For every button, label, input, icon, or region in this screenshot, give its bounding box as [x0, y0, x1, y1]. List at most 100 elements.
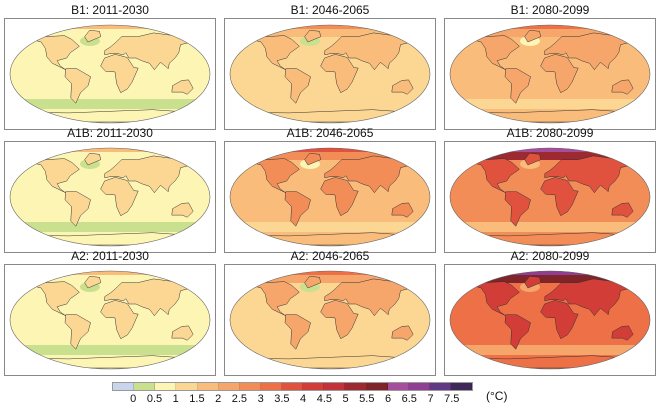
- colorbar-swatch: [451, 383, 473, 390]
- world-map: [229, 24, 431, 124]
- colorbar-tick-label: 2: [215, 393, 222, 405]
- continent-australia: [171, 79, 194, 95]
- colorbar-swatch: [113, 383, 135, 390]
- map-frame: [224, 264, 436, 376]
- continent-africa: [540, 177, 579, 217]
- continent-greenland: [524, 276, 541, 289]
- panel-title: A1B: 2046-2065: [286, 126, 374, 140]
- colorbar: [112, 382, 473, 391]
- continent-greenland: [84, 276, 101, 289]
- colorbar-swatch: [197, 383, 219, 390]
- world-map: [449, 24, 651, 124]
- panel-title: B1: 2011-2030: [71, 3, 149, 17]
- southern-ocean-band: [450, 99, 650, 109]
- colorbar-swatch: [176, 383, 198, 390]
- colorbar-tick-label: 1: [172, 393, 179, 405]
- continent-africa: [100, 54, 139, 94]
- continent-greenland: [84, 153, 101, 166]
- colorbar-tick-label: 6.5: [401, 393, 417, 405]
- arctic-band: [230, 148, 430, 152]
- map-outline: [449, 24, 651, 124]
- continent-south-america: [284, 314, 311, 350]
- continent-north-america: [471, 158, 520, 193]
- continent-australia: [391, 325, 414, 341]
- map-outline: [449, 147, 651, 247]
- colorbar-swatch: [429, 383, 451, 390]
- colorbar-swatch: [303, 383, 325, 390]
- world-map: [9, 24, 211, 124]
- colorbar-tick-label: 3: [257, 393, 264, 405]
- continent-greenland: [84, 30, 101, 43]
- continent-australia: [611, 325, 634, 341]
- world-map: [449, 270, 651, 370]
- continent-eurasia: [324, 32, 415, 71]
- continent-north-america: [471, 35, 520, 70]
- continent-africa: [320, 54, 359, 94]
- map-frame: [4, 18, 216, 130]
- continent-south-america: [64, 314, 91, 350]
- continent-eurasia: [544, 32, 635, 71]
- continent-greenland: [304, 30, 321, 43]
- map-frame: [224, 141, 436, 253]
- continent-north-america: [31, 281, 80, 316]
- continent-eurasia: [104, 155, 195, 194]
- map-frame: [4, 264, 216, 376]
- panel-title: A2: 2046-2065: [290, 249, 370, 263]
- continent-eurasia: [544, 278, 635, 317]
- southern-ocean-band: [450, 222, 650, 232]
- arctic-band: [230, 271, 430, 275]
- southern-ocean-band: [230, 222, 430, 232]
- map-frame: [444, 141, 656, 253]
- panel-title: A2: 2080-2099: [510, 249, 590, 263]
- arctic-band: [10, 148, 210, 152]
- arctic-band: [450, 25, 650, 29]
- panel-title: B1: 2046-2065: [290, 3, 370, 17]
- continent-north-america: [251, 158, 300, 193]
- continent-australia: [391, 202, 414, 218]
- colorbar-swatch: [218, 383, 240, 390]
- colorbar-swatch: [260, 383, 282, 390]
- continent-africa: [100, 300, 139, 340]
- continent-south-america: [64, 68, 91, 104]
- map-outline: [229, 147, 431, 247]
- southern-ocean-band: [10, 99, 210, 109]
- colorbar-tick-label: 2.5: [231, 393, 248, 405]
- southern-ocean-band: [10, 222, 210, 232]
- continent-eurasia: [104, 278, 195, 317]
- map-frame: [224, 18, 436, 130]
- colorbar-swatch: [366, 383, 388, 390]
- panel-title: B1: 2080-2099: [510, 3, 590, 17]
- colorbar-tick-label: 1.5: [189, 393, 205, 405]
- map-outline: [449, 270, 651, 370]
- colorbar-ticks: 0 0.5 1 1.5 2 2.5 3 3.5 4 4.5 5 5.5 6 6.5 7 7.5: [112, 393, 473, 407]
- continent-greenland: [304, 153, 321, 166]
- world-map: [9, 147, 211, 247]
- map-frame: [444, 18, 656, 130]
- colorbar-swatch: [155, 383, 177, 390]
- continent-africa: [320, 177, 359, 217]
- colorbar-swatch: [239, 383, 261, 390]
- map-outline: [229, 24, 431, 124]
- southern-ocean-band: [230, 99, 430, 109]
- colorbar-tick-label: 0.5: [146, 393, 163, 405]
- continent-africa: [320, 300, 359, 340]
- panel-title: A1B: 2080-2099: [506, 126, 594, 140]
- continent-south-america: [284, 191, 311, 227]
- map-outline: [229, 270, 431, 370]
- southern-ocean-band: [230, 345, 430, 355]
- continent-south-america: [504, 191, 531, 227]
- continent-africa: [100, 177, 139, 217]
- world-map: [9, 270, 211, 370]
- colorbar-tick-label: 4.5: [316, 393, 332, 405]
- colorbar-tick-label: 5.5: [359, 393, 375, 405]
- continent-australia: [171, 202, 194, 218]
- colorbar-swatch: [324, 383, 346, 390]
- colorbar-tick-label: 4: [300, 393, 307, 405]
- panel-title: A2: 2011-2030: [71, 249, 149, 263]
- continent-north-america: [31, 35, 80, 70]
- colorbar-tick-label: 7: [427, 393, 434, 405]
- continent-africa: [540, 300, 579, 340]
- world-map: [229, 147, 431, 247]
- arctic-band: [230, 25, 430, 29]
- continent-australia: [171, 325, 194, 341]
